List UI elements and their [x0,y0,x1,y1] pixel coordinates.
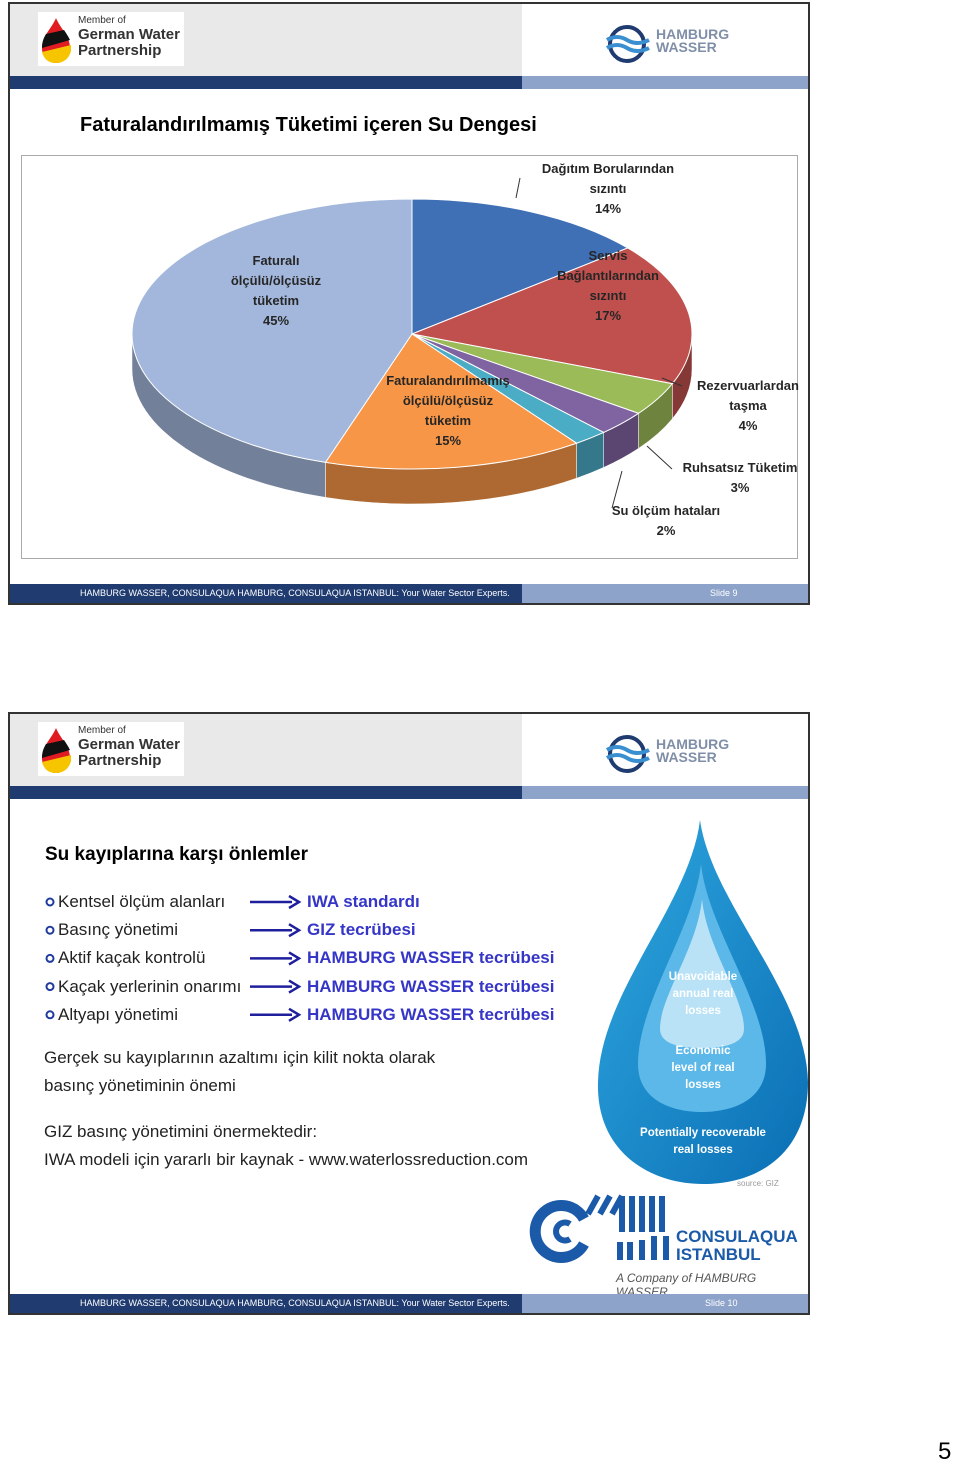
pie-slice [324,333,578,470]
bullet [45,953,55,963]
leader-line [611,470,623,509]
pie-category: Faturalı ölçülü/ölçüsüz tüketim [230,253,322,308]
figure-source: source: GIZ [737,1179,779,1188]
pie-label: Rezervuarlardan taşma 4% [658,376,808,436]
pie-label: Ruhsatsız Tüketim 3% [650,458,808,498]
measure-source: GIZ tecrübesi [307,920,416,940]
measure-item: Aktif kaçak kontrolü [58,948,206,968]
pie-slice [131,198,413,463]
header-bar [522,786,808,799]
bullet [45,925,55,935]
graphics [45,820,808,1263]
pie-value-label: 2% [656,523,676,538]
pie-label: Dağıtım Borularından sızıntı 14% [518,159,698,219]
footer-text: HAMBURG WASSER, CONSULAQUA HAMBURG, CONS… [80,588,510,598]
hw-icon [605,25,650,63]
header-bar [10,786,522,799]
measure-source: HAMBURG WASSER tecrübesi [307,1004,555,1024]
arrow-head [288,951,302,966]
header-bar [522,76,808,89]
slide: Member of German Water Partnership HAMBU… [8,712,810,1315]
pie-value-label: 3% [730,480,750,495]
gwp-logo: Member of German Water Partnership [38,722,184,776]
pie-value-label: 45% [262,313,290,328]
leader-line [515,177,521,199]
pie-category: Dağıtım Borularından sızıntı [541,161,675,196]
bullet-arrows [45,894,302,1022]
pie-chart [131,177,693,509]
leader-line [646,445,673,470]
slide-number: Slide 10 [705,1298,738,1308]
gwp-name: German Water Partnership [78,26,180,59]
measure-item: Kaçak yerlerinin onarımı [58,976,242,996]
measure-source: HAMBURG WASSER tecrübesi [307,948,555,968]
hw-name: HAMBURG WASSER [656,26,730,55]
pie-label: Faturalı ölçülü/ölçüsüz tüketim 45% [186,251,366,331]
measure-item: Kentsel ölçüm alanları [58,892,226,911]
pie-label: Servis Bağlantılarından sızıntı 17% [518,246,698,326]
hw-name: HAMBURG WASSER [656,736,730,765]
drop-inner [660,899,744,1048]
gwp-small: Member of [78,15,126,26]
footer-bar [10,1294,522,1313]
pie-slice [410,247,693,385]
paragraph-line: GIZ basınç yönetimini önermektedir: [44,1122,318,1141]
pie-value-label: 14% [594,201,622,216]
slide-title: Faturalandırılmamış Tüketimi içeren Su D… [80,114,537,136]
arrow-head [288,894,302,910]
bullet [45,982,55,992]
figure-level: Unavoidable annual real losses [668,971,738,1017]
pie-category: Servis Bağlantılarından sızıntı [557,248,659,303]
pie-category: Rezervuarlardan taşma [697,378,799,413]
gwp-small: Member of [78,725,126,736]
consulaqua-logo [529,1194,669,1263]
gwp-icon [42,728,71,773]
pie-label: Su ölçüm hataları 2% [576,501,756,541]
arrow-head [288,1007,302,1022]
footer-bar [522,584,808,603]
gwp-icon [42,18,71,63]
gwp-logo: Member of German Water Partnership [38,12,184,66]
hw-icon [605,735,650,773]
paragraph-line: basınç yönetiminin önemi [44,1076,236,1095]
header-bar [10,76,522,89]
pie-category: Su ölçüm hataları [611,503,721,518]
figure-level: Potentially recoverable real losses [640,1127,766,1156]
pie-category: Faturalandırılmamış ölçülü/ölçüsüz tüket… [386,373,510,428]
measure-source: HAMBURG WASSER tecrübesi [307,976,555,996]
footer-text: HAMBURG WASSER, CONSULAQUA HAMBURG, CONS… [80,1298,510,1308]
pie-value-label: 15% [434,433,462,448]
gwp-name: German Water Partnership [78,736,180,769]
arrow-head [288,979,302,994]
paragraph-line: Gerçek su kayıplarının azaltımı için kil… [44,1048,436,1067]
footer-bar [522,1294,808,1313]
paragraph-line: IWA modeli için yararlı bir kaynak - www… [44,1150,529,1169]
pie-value-label: 4% [738,418,758,433]
pie-label: Faturalandırılmamış ölçülü/ölçüsüz tüket… [358,371,538,451]
bullet [45,897,55,907]
pie-category: Ruhsatsız Tüketim [682,460,798,475]
pie-slice [411,198,629,335]
leader-line [661,377,683,387]
measure-item: Basınç yönetimi [58,920,178,940]
slide: Member of German Water Partnership HAMBU… [8,2,810,605]
partner-name: CONSULAQUA ISTANBUL [676,1227,798,1264]
bullet [45,1010,55,1020]
pie-value-label: 17% [594,308,622,323]
measure-item: Altyapı yönetimi [58,1004,178,1024]
page-number: 5 [938,1438,952,1465]
arrow-head [288,923,302,938]
chart: Dağıtım Borularından sızıntı 14% Servis Ba… [21,155,799,559]
figure-level: Economic level of real losses [671,1045,735,1091]
footer-bar [10,584,522,603]
slide-number: Slide 9 [710,588,738,598]
slide-title: Su kayıplarına karşı önlemler [45,844,308,865]
measure-source: IWA standardı [307,892,420,911]
